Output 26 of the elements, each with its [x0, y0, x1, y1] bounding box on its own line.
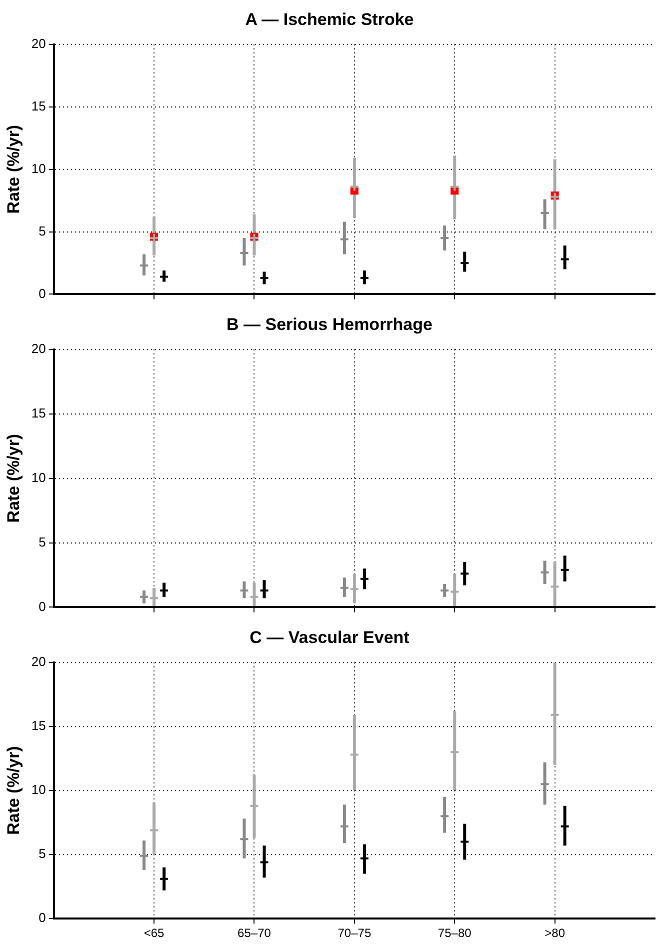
x-tick-label: >80	[544, 926, 566, 940]
chart-title: B — Serious Hemorrhage	[226, 314, 432, 334]
y-tick-label: 5	[38, 846, 46, 862]
y-tick-label: 10	[31, 782, 46, 798]
x-tick-label: <65	[144, 926, 165, 940]
x-tick-label: 75–80	[438, 926, 472, 940]
y-tick-label: 20	[31, 36, 46, 51]
y-tick-label: 15	[31, 98, 46, 114]
chart-title: C — Vascular Event	[250, 628, 410, 647]
y-axis-title: Rate (%/yr)	[4, 746, 23, 835]
y-tick-label: 20	[31, 654, 46, 669]
y-tick-label: 0	[38, 598, 46, 614]
y-tick-label: 0	[38, 910, 46, 926]
y-tick-label: 10	[31, 470, 46, 485]
y-tick-label: 5	[38, 534, 46, 550]
y-axis-title: Rate (%/yr)	[4, 434, 23, 523]
y-axis-title: Rate (%/yr)	[4, 124, 23, 214]
y-tick-label: 10	[31, 160, 46, 176]
y-tick-label: 0	[38, 286, 46, 301]
y-tick-label: 20	[31, 340, 46, 356]
y-tick-label: 15	[31, 718, 46, 734]
chart-title: A — Ischemic Stroke	[245, 10, 414, 29]
x-tick-label: 65–70	[238, 926, 272, 940]
y-tick-label: 5	[38, 223, 46, 238]
y-tick-label: 15	[31, 405, 46, 420]
x-tick-label: 70–75	[338, 926, 372, 940]
